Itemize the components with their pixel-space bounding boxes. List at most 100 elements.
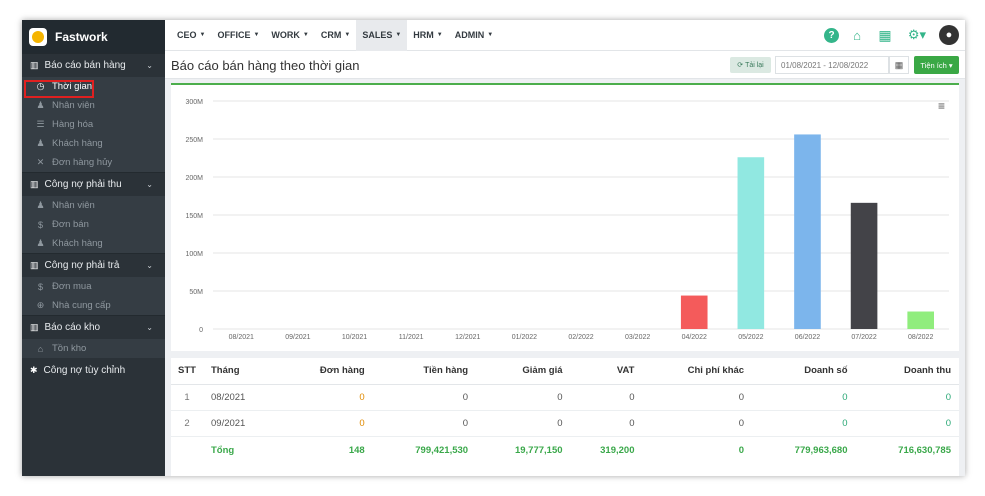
- table-header-row: STT Tháng Đơn hàng Tiền hàng Giảm giá VA…: [171, 358, 959, 385]
- chevron-down-icon: ⌄: [146, 323, 153, 332]
- help-icon[interactable]: ?: [824, 27, 839, 43]
- x-tick-label: 01/2022: [512, 334, 537, 341]
- cell: 08/2021: [203, 384, 283, 411]
- avatar[interactable]: ●: [939, 25, 959, 45]
- sidebar-item-label: Khách hàng: [52, 138, 103, 149]
- sidebar-item-cancelled-orders[interactable]: ✕ Đơn hàng hủy: [22, 153, 165, 172]
- page-title: Báo cáo bán hàng theo thời gian: [171, 58, 360, 73]
- x-tick-label: 08/2021: [229, 334, 254, 341]
- bar-08-2022[interactable]: [907, 311, 934, 329]
- sidebar-item-customers[interactable]: ♟ Khách hàng: [22, 134, 165, 153]
- cell: [171, 435, 203, 464]
- table-total-row: Tổng 148 799,421,530 19,777,150 319,200 …: [171, 435, 959, 464]
- tools-label: Tiện ích: [920, 60, 947, 70]
- sidebar-item-receivable-employee[interactable]: ♟ Nhân viên: [22, 196, 165, 215]
- total-cell: 19,777,150: [476, 435, 571, 464]
- date-range-input[interactable]: 01/08/2021 - 12/08/2022: [775, 56, 889, 74]
- sidebar-section-label: Công nợ phải thu: [44, 179, 122, 190]
- sidebar-section-inventory-report[interactable]: ▥ Báo cáo kho ⌄: [22, 315, 165, 339]
- x-tick-label: 04/2022: [682, 334, 707, 341]
- tools-button[interactable]: Tiện ích ▾: [914, 56, 959, 74]
- top-icons: ? ⌂ ▦ ⚙▾ ●: [816, 25, 959, 45]
- apps-grid-icon[interactable]: ▦: [878, 26, 892, 43]
- settings-gears-icon[interactable]: ⚙▾: [907, 27, 927, 42]
- col-header: STT: [171, 358, 203, 385]
- chart-panel: ≡ 0 50M 100M 150M 200M 250M 300M 08/2021 09/2021…: [171, 83, 959, 351]
- cell: 0: [372, 410, 477, 437]
- nav-admin[interactable]: ADMIN ▼: [449, 20, 499, 51]
- users-icon: ♟: [36, 238, 45, 248]
- x-tick-label: 05/2022: [738, 334, 763, 341]
- reload-button[interactable]: ⟳ Tải lại: [730, 57, 771, 73]
- reload-label: Tải lại: [745, 61, 764, 69]
- chart-menu-icon[interactable]: ≡: [937, 99, 945, 113]
- cell: 0: [642, 384, 753, 411]
- sidebar-item-employee[interactable]: ♟ Nhân viên: [22, 96, 165, 115]
- sidebar-item-suppliers[interactable]: ⊕ Nhà cung cấp: [22, 296, 165, 315]
- caret-down-icon: ▼: [253, 32, 260, 38]
- sidebar-item-label: Nhà cung cấp: [52, 300, 111, 311]
- chevron-down-icon: ⌄: [146, 61, 153, 70]
- chevron-down-icon: ⌄: [146, 180, 153, 189]
- table-row: 1 08/2021 0 0 0 0 0 0 0: [171, 384, 959, 411]
- refresh-icon: ⟳: [737, 62, 746, 69]
- caret-down-icon: ▼: [487, 32, 494, 38]
- cell[interactable]: 0: [283, 410, 373, 437]
- x-tick-label: 06/2022: [795, 334, 820, 341]
- bar-04-2022[interactable]: [680, 295, 708, 329]
- nav-label: ADMIN: [454, 30, 485, 40]
- bar-06-2022[interactable]: [794, 134, 821, 329]
- cell: 0: [752, 410, 856, 437]
- caret-down-icon: ▼: [199, 32, 206, 38]
- sidebar-item-receivable-customers[interactable]: ♟ Khách hàng: [22, 234, 165, 253]
- x-tick-label: 12/2021: [455, 334, 480, 341]
- bar-07-2022[interactable]: [850, 202, 878, 329]
- sidebar-section-label: Báo cáo kho: [44, 322, 101, 333]
- sidebar-item-products[interactable]: ☰ Hàng hóa: [22, 115, 165, 134]
- cell: 0: [476, 410, 571, 437]
- cell: 0: [372, 384, 477, 411]
- sidebar-item-sales-orders[interactable]: $ Đơn bán: [22, 215, 165, 234]
- y-tick-label: 300M: [185, 99, 203, 106]
- cell: 0: [476, 384, 571, 411]
- nav-hrm[interactable]: HRM ▼: [407, 20, 448, 51]
- sidebar-section-payables[interactable]: ▥ Công nợ phải trả ⌄: [22, 253, 165, 277]
- y-tick-label: 250M: [185, 137, 203, 144]
- sidebar-item-purchase-orders[interactable]: $ Đơn mua: [22, 277, 165, 296]
- dollar-icon: $: [37, 281, 43, 292]
- bar-chart-icon: ▥: [30, 260, 39, 270]
- bar-chart-icon: ▥: [30, 60, 39, 70]
- cell[interactable]: 0: [283, 384, 373, 411]
- report-table-panel: STT Tháng Đơn hàng Tiền hàng Giảm giá VA…: [171, 358, 959, 476]
- bar-chart-icon: ▥: [30, 322, 39, 332]
- total-cell: 779,963,680: [752, 435, 856, 464]
- sidebar-item-label: Đơn hàng hủy: [52, 157, 113, 168]
- sidebar-item-custom-debt[interactable]: ✱ Công nợ tùy chỉnh: [22, 358, 165, 382]
- nav-ceo[interactable]: CEO ▼: [171, 20, 211, 51]
- calendar-icon[interactable]: ▦: [889, 56, 909, 74]
- nav-label: HRM: [413, 30, 434, 40]
- col-header: Tháng: [203, 358, 283, 385]
- home-icon[interactable]: ⌂: [853, 27, 861, 43]
- cell: 0: [752, 384, 856, 411]
- report-table: STT Tháng Đơn hàng Tiền hàng Giảm giá VA…: [171, 358, 959, 464]
- sidebar-section-receivables[interactable]: ▥ Công nợ phải thu ⌄: [22, 172, 165, 196]
- top-nav: CEO ▼ OFFICE ▼ WORK ▼ CRM ▼ SALES ▼ HRM ▼ ADMI…: [165, 20, 965, 51]
- bar-05-2022[interactable]: [737, 157, 765, 329]
- x-tick-label: 07/2022: [851, 334, 876, 341]
- sidebar-section-sales-report[interactable]: ▥ Báo cáo bán hàng ⌄: [22, 53, 165, 77]
- sidebar-item-stock[interactable]: ⌂ Tồn kho: [22, 339, 165, 358]
- brand[interactable]: Fastwork: [22, 20, 165, 53]
- col-header: Đơn hàng: [283, 358, 373, 385]
- nav-sales[interactable]: SALES ▼: [356, 20, 408, 51]
- fastwork-logo-icon: [29, 27, 47, 46]
- y-tick-label: 200M: [185, 175, 203, 182]
- nav-label: CRM: [320, 30, 342, 40]
- nav-crm[interactable]: CRM ▼: [315, 20, 356, 51]
- x-tick-label: 03/2022: [625, 334, 650, 341]
- nav-work[interactable]: WORK ▼: [265, 20, 314, 51]
- col-header: Tiền hàng: [372, 358, 477, 385]
- nav-office[interactable]: OFFICE ▼: [211, 20, 265, 51]
- sidebar-item-label: Hàng hóa: [52, 119, 94, 130]
- cell: 0: [570, 410, 643, 437]
